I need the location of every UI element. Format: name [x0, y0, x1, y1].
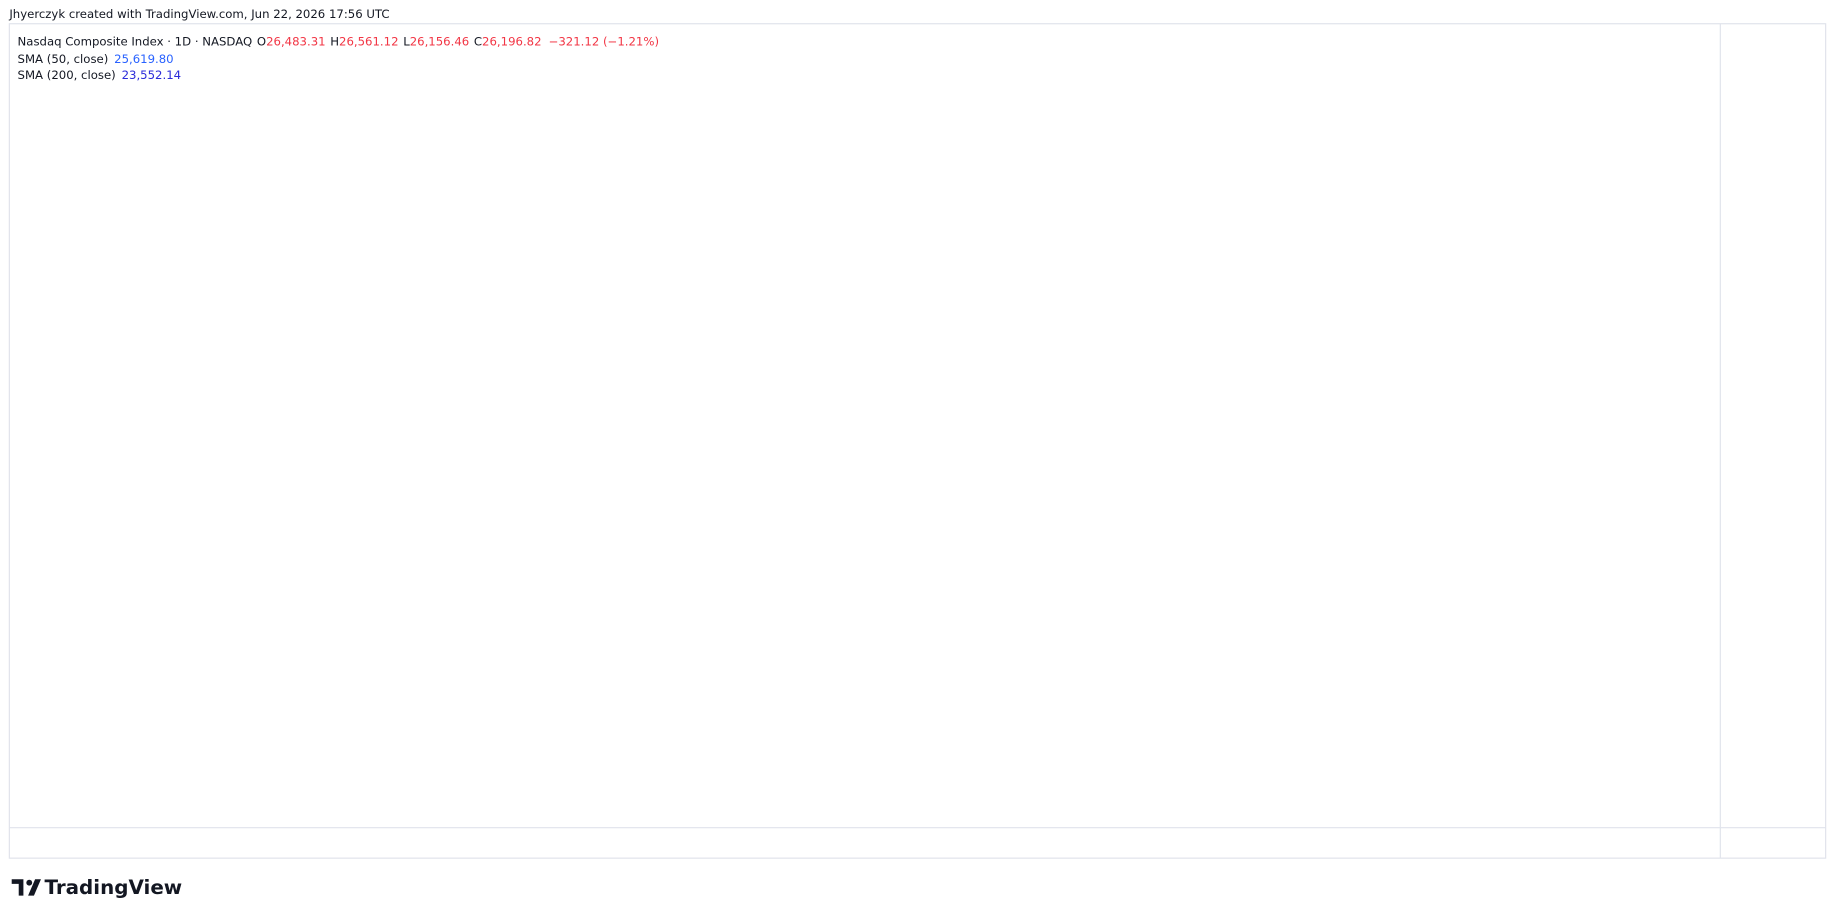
legend-change: −321.12 (−1.21%) [549, 34, 659, 48]
logo-dot [26, 879, 33, 886]
legend-value: 26,156.46 [410, 34, 469, 48]
sma-name: SMA (200, close) [18, 68, 116, 82]
sma-value: 23,552.14 [122, 68, 181, 82]
symbol: Nasdaq Composite Index · 1D · NASDAQ [18, 34, 253, 48]
sma-legend: SMA (50, close) 25,619.80 [18, 51, 174, 65]
legend-key: O [257, 34, 266, 48]
legend-key: C [474, 34, 482, 48]
sma-name: SMA (50, close) [18, 51, 109, 65]
credit: Jhyerczyk created with TradingView.com, … [8, 7, 389, 21]
frame [8, 23, 1827, 859]
legend-value: 26,196.82 [482, 34, 541, 48]
legend-key: L [403, 34, 410, 48]
legend-value: 26,483.31 [266, 34, 325, 48]
sma-value: 25,619.80 [114, 51, 173, 65]
legend-key: H [330, 34, 339, 48]
sma-legend: SMA (200, close) 23,552.14 [18, 68, 182, 82]
legend-line: Nasdaq Composite Index · 1D · NASDAQ O26,… [18, 34, 659, 48]
logo-icon [11, 879, 41, 896]
logo: TradingView [11, 876, 182, 899]
logo-text: TradingView [44, 876, 182, 899]
legend-value: 26,561.12 [339, 34, 398, 48]
